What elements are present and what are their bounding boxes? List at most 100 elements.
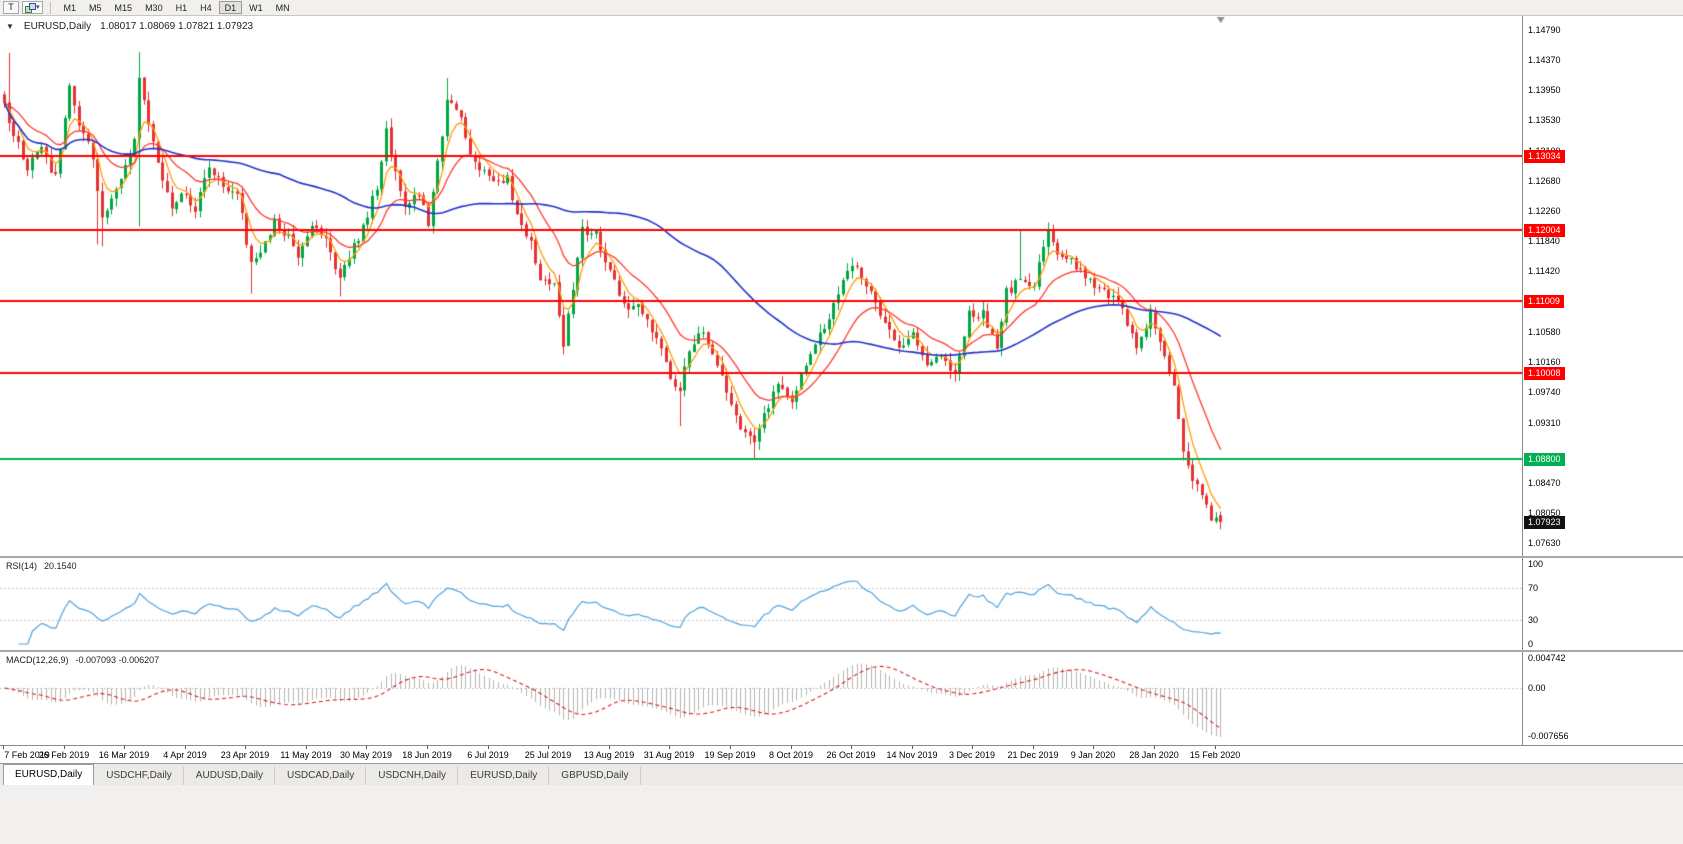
date-axis-label: 9 Jan 2020	[1070, 750, 1116, 760]
date-axis-label: 15 Feb 2020	[1189, 750, 1241, 760]
date-axis-label: 3 Dec 2019	[948, 750, 996, 760]
date-tick	[366, 746, 367, 749]
date-axis-label: 21 Dec 2019	[1007, 750, 1059, 760]
price-axis-label: 1.13530	[1528, 115, 1561, 126]
rsi-level-label: 30	[1528, 615, 1539, 625]
timeframe-button-d1[interactable]: D1	[218, 1, 243, 14]
date-axis[interactable]: 7 Feb 2019 26 Feb 2019 16 Mar 2019 4 Apr 20…	[0, 745, 1683, 763]
price-chart-panel: ▼ EURUSD,Daily 1.08017 1.08069 1.07821 1…	[0, 16, 1683, 556]
date-tick	[548, 746, 549, 749]
collapse-indicator-icon[interactable]: ▼	[6, 22, 14, 31]
date-tick	[972, 746, 973, 749]
panel-splitter[interactable]	[0, 556, 1683, 558]
date-tick	[185, 746, 186, 749]
macd-value: -0.007093 -0.006207	[75, 655, 160, 665]
date-axis-label: 4 Apr 2019	[163, 750, 207, 760]
price-axis-label: 1.07630	[1528, 537, 1561, 548]
date-tick	[488, 746, 489, 749]
chart-tab-0[interactable]: EURUSD,Daily	[3, 764, 95, 785]
date-tick	[912, 746, 913, 749]
macd-canvas[interactable]	[0, 652, 1522, 745]
macd-level-label: 0.00	[1528, 683, 1546, 693]
price-axis-label: 1.12680	[1528, 176, 1561, 187]
macd-axis[interactable]: 0.004742 0.00 -0.007656	[1522, 652, 1683, 745]
current-price-tag: 1.07923	[1524, 516, 1565, 529]
objects-dropdown-button[interactable]: ▾	[22, 1, 43, 14]
price-axis-label: 1.11840	[1528, 236, 1560, 247]
date-tick	[306, 746, 307, 749]
chart-tab-4[interactable]: USDCNH,Daily	[366, 766, 459, 785]
chart-symbol-label: EURUSD,Daily	[23, 21, 92, 32]
chart-tab-5[interactable]: EURUSD,Daily	[458, 766, 550, 785]
date-tick	[427, 746, 428, 749]
price-axis-label: 1.09740	[1528, 386, 1561, 397]
timeframe-button-h1[interactable]: H1	[170, 1, 194, 14]
hline-price-tag: 1.11009	[1524, 294, 1564, 308]
rsi-name: RSI(14)	[6, 561, 38, 571]
date-tick	[609, 746, 610, 749]
price-axis-label: 1.14790	[1528, 25, 1561, 35]
timeframe-button-m30[interactable]: M30	[139, 1, 169, 14]
timeframe-button-mn[interactable]: MN	[270, 1, 296, 14]
rsi-title: RSI(14) 20.1540	[6, 561, 77, 571]
macd-name: MACD(12,26,9)	[6, 655, 69, 665]
rsi-canvas[interactable]	[0, 558, 1522, 650]
date-axis-label: 13 Aug 2019	[583, 750, 635, 760]
timeframe-button-m5[interactable]: M5	[83, 1, 108, 14]
macd-panel: MACD(12,26,9) -0.007093 -0.006207 0.0047…	[0, 652, 1683, 745]
hline-price-tag: 1.12004	[1524, 223, 1565, 237]
t-tool-button[interactable]: T	[3, 1, 19, 14]
date-tick	[124, 746, 125, 749]
price-chart-canvas[interactable]	[0, 16, 1522, 556]
hline-price-tag: 1.10008	[1524, 366, 1565, 380]
macd-level-label: -0.007656	[1528, 730, 1569, 741]
date-axis-label: 31 Aug 2019	[643, 750, 695, 760]
date-axis-label: 19 Sep 2019	[704, 750, 756, 760]
date-axis-label: 14 Nov 2019	[886, 750, 938, 760]
date-tick	[730, 746, 731, 749]
date-tick	[3, 746, 4, 749]
rsi-axis[interactable]: 100 70 30 0	[1522, 558, 1683, 650]
timeframe-button-m15[interactable]: M15	[109, 1, 139, 14]
price-axis[interactable]: 1.147901.143701.139501.135301.131001.126…	[1522, 16, 1683, 556]
top-toolbar: T ▾ M1 M5 M15 M30 H1 H4 D1 W1 MN	[0, 0, 1683, 16]
date-axis-label: 11 May 2019	[280, 750, 332, 760]
date-axis-label: 30 May 2019	[339, 750, 393, 760]
date-axis-label: 18 Jun 2019	[402, 750, 452, 760]
price-axis-label: 1.08470	[1528, 477, 1561, 488]
timeframe-button-m1[interactable]: M1	[58, 1, 83, 14]
hline-price-tag: 1.13034	[1524, 149, 1565, 163]
chart-tab-1[interactable]: USDCHF,Daily	[94, 766, 184, 785]
date-axis-label: 7 Feb 2019	[4, 750, 50, 760]
date-axis-label: 16 Mar 2019	[98, 750, 150, 760]
date-tick	[669, 746, 670, 749]
date-axis-label: 28 Jan 2020	[1129, 750, 1179, 760]
date-axis-label: 8 Oct 2019	[768, 750, 814, 760]
timeframe-toolbar: M1 M5 M15 M30 H1 H4 D1 W1 MN	[58, 1, 296, 14]
date-tick	[245, 746, 246, 749]
price-axis-label: 1.10580	[1528, 326, 1561, 337]
rsi-level-label: 70	[1528, 583, 1539, 593]
chart-tab-6[interactable]: GBPUSD,Daily	[549, 766, 641, 785]
date-tick	[1033, 746, 1034, 749]
rsi-panel: RSI(14) 20.1540 100 70 30 0	[0, 558, 1683, 650]
price-axis-label: 1.14370	[1528, 55, 1561, 66]
hline-price-tag: 1.08800	[1524, 453, 1565, 467]
chart-tab-bar: EURUSD,Daily USDCHF,Daily AUDUSD,Daily USDC…	[0, 763, 1683, 785]
panel-splitter[interactable]	[0, 650, 1683, 652]
date-axis-label: 6 Jul 2019	[467, 750, 509, 760]
timeframe-button-h4[interactable]: H4	[194, 1, 218, 14]
bottom-filler	[0, 785, 1683, 844]
price-axis-label: 1.08050	[1528, 507, 1561, 518]
date-tick	[851, 746, 852, 749]
chevron-down-icon: ▾	[36, 4, 40, 11]
timeframe-button-w1[interactable]: W1	[243, 1, 269, 14]
chart-tab-3[interactable]: USDCAD,Daily	[275, 766, 367, 785]
chart-tab-2[interactable]: AUDUSD,Daily	[184, 766, 276, 785]
price-axis-label: 1.12260	[1528, 206, 1561, 217]
chart-ohlc-title: ▼ EURUSD,Daily 1.08017 1.08069 1.07821 1…	[6, 21, 253, 32]
macd-title: MACD(12,26,9) -0.007093 -0.006207	[6, 655, 159, 665]
rsi-level-label: 0	[1528, 639, 1534, 649]
price-axis-label: 1.10160	[1528, 356, 1561, 367]
